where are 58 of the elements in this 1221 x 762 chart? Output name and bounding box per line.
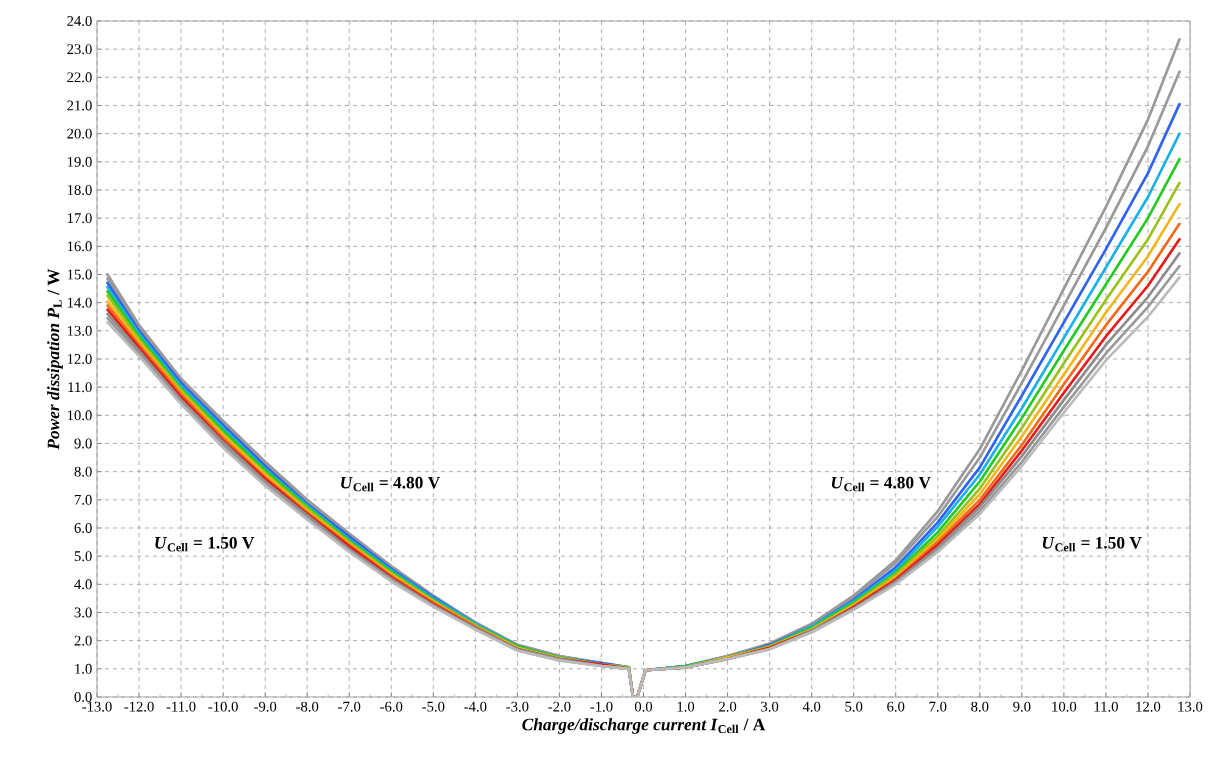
x-tick-label: 11.0 xyxy=(1094,701,1118,712)
y-tick-label: 16.0 xyxy=(67,241,92,252)
x-tick-label: 2.0 xyxy=(719,701,737,712)
y-tick-label: 7.0 xyxy=(74,494,92,505)
y-tick-label: 19.0 xyxy=(67,156,92,167)
x-tick-label: -13.0 xyxy=(82,701,112,712)
y-tick-label: 13.0 xyxy=(67,325,92,336)
x-tick-label: 1.0 xyxy=(677,701,695,712)
x-tick-label: 12.0 xyxy=(1136,701,1161,712)
x-tick-label: -11.0 xyxy=(166,701,196,712)
x-tick-label: -5.0 xyxy=(422,701,445,712)
y-tick-label: 15.0 xyxy=(67,269,92,280)
x-tick-label: 4.0 xyxy=(802,701,821,712)
y-tick-label: 18.0 xyxy=(67,185,92,195)
y-tick-label: 5.0 xyxy=(74,551,92,562)
x-tick-label: 7.0 xyxy=(929,701,947,712)
y-tick-label: 11.0 xyxy=(68,382,92,393)
y-tick-label: 22.0 xyxy=(67,72,92,83)
x-tick-label: 8.0 xyxy=(971,701,989,712)
x-tick-label: 13.0 xyxy=(1178,701,1203,712)
x-tick-label: -7.0 xyxy=(338,701,361,712)
y-tick-label: 23.0 xyxy=(67,44,92,55)
x-tick-label: -1.0 xyxy=(590,701,613,712)
y-tick-label: 6.0 xyxy=(74,523,92,533)
x-tick-label: -6.0 xyxy=(380,701,403,712)
y-tick-label: 21.0 xyxy=(67,100,92,111)
x-tick-label: 5.0 xyxy=(845,701,863,712)
y-tick-label: 12.0 xyxy=(67,354,92,364)
y-tick-label: 0.0 xyxy=(74,692,92,702)
y-tick-label: 8.0 xyxy=(74,466,92,477)
x-tick-label: 10.0 xyxy=(1052,701,1077,712)
y-tick-label: 4.0 xyxy=(74,579,92,590)
y-tick-label: 2.0 xyxy=(74,635,92,646)
annotation: U$_{Cell}$ = 4.80 V xyxy=(831,476,931,492)
x-tick-label: 9.0 xyxy=(1013,701,1031,712)
y-tick-label: 1.0 xyxy=(75,663,92,674)
annotation: U$_{Cell}$ = 1.50 V xyxy=(1042,536,1142,552)
x-tick-label: -3.0 xyxy=(506,701,529,712)
y-axis-title: Power dissipation P$_{L}$ / W xyxy=(47,268,63,450)
x-axis-title: Charge/discharge current I$_{Cell}$ / A xyxy=(522,718,766,734)
x-tick-label: -12.0 xyxy=(124,701,154,712)
x-tick-label: -8.0 xyxy=(296,701,319,712)
annotation: U$_{Cell}$ = 1.50 V xyxy=(155,536,255,552)
x-tick-label: -2.0 xyxy=(548,701,571,712)
x-tick-label: -10.0 xyxy=(208,701,238,712)
y-tick-label: 10.0 xyxy=(67,410,92,421)
y-tick-label: 24.0 xyxy=(67,16,92,26)
y-tick-label: 9.0 xyxy=(74,438,92,449)
y-tick-label: 17.0 xyxy=(67,213,92,224)
x-tick-label: -9.0 xyxy=(254,701,277,712)
y-tick-label: 3.0 xyxy=(74,607,92,618)
annotation: U$_{Cell}$ = 4.80 V xyxy=(341,476,441,492)
x-tick-label: -4.0 xyxy=(464,701,487,712)
y-tick-label: 14.0 xyxy=(67,297,92,308)
y-tick-label: 20.0 xyxy=(67,128,92,139)
x-tick-label: 3.0 xyxy=(761,701,779,712)
x-tick-label: 6.0 xyxy=(887,701,905,712)
x-tick-label: 0.0 xyxy=(634,701,653,712)
